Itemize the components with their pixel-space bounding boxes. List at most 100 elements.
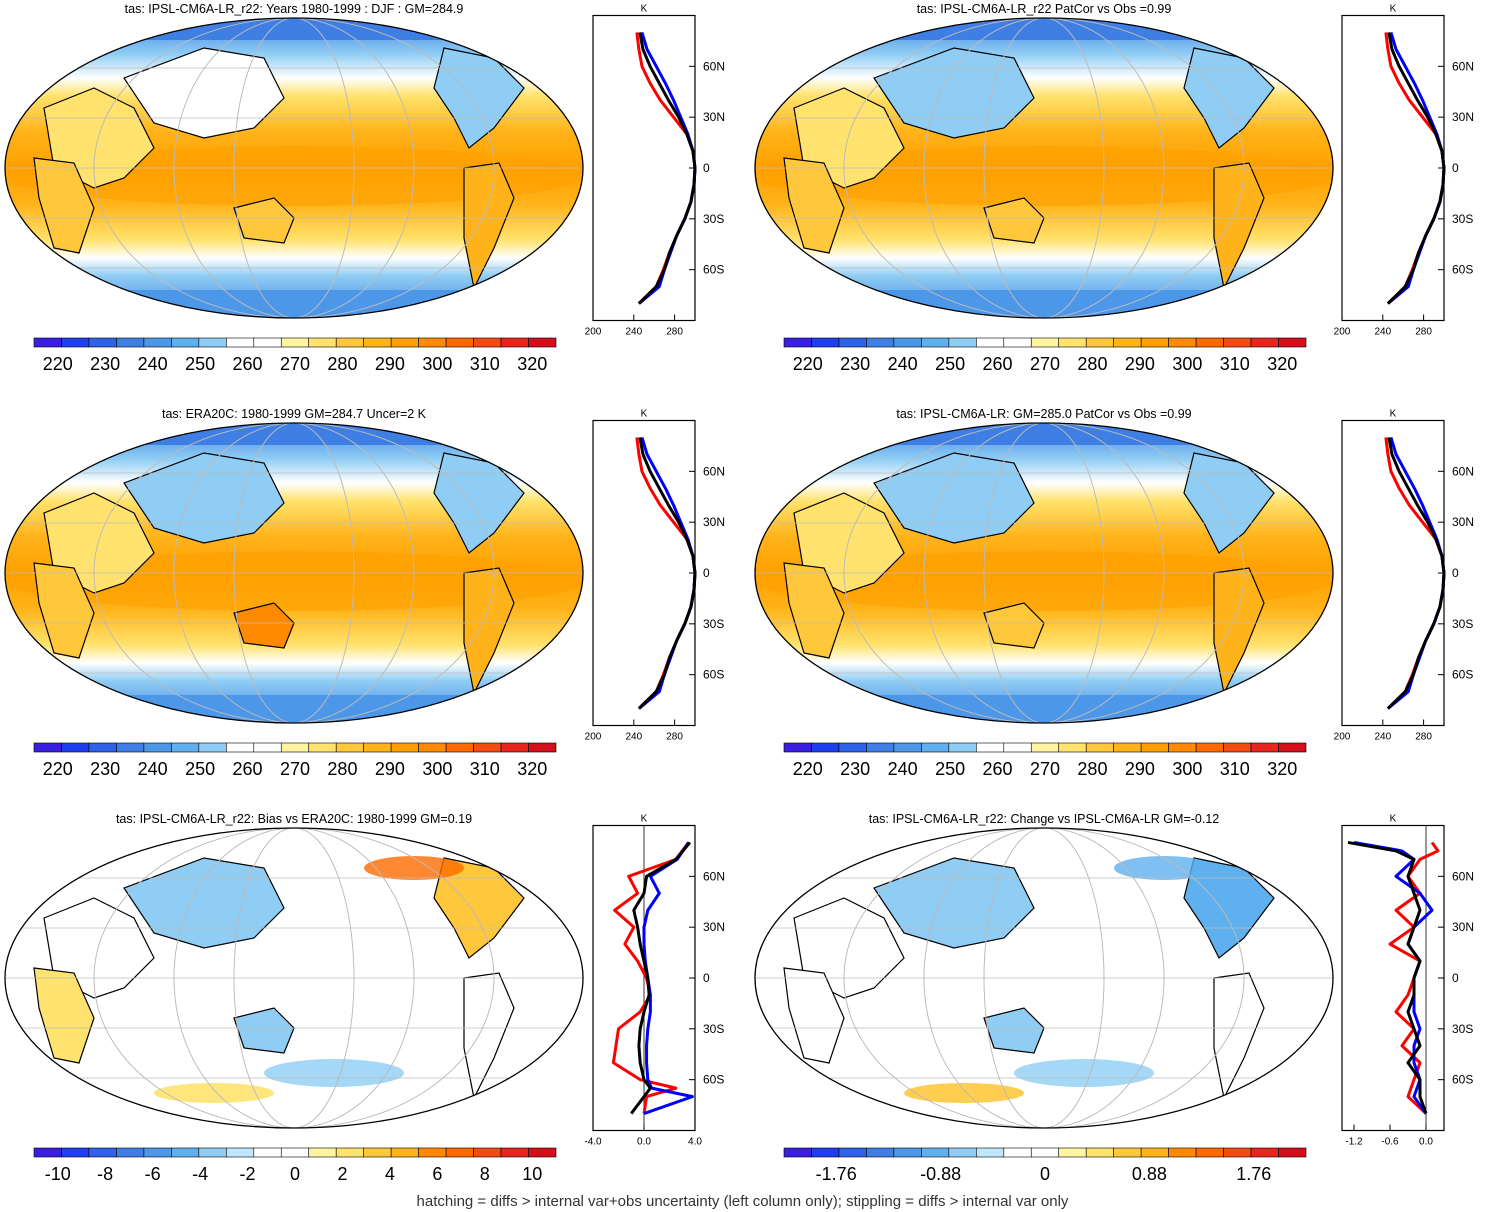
colorbar-label: 320 — [1267, 354, 1297, 374]
colorbar-swatch — [171, 742, 200, 753]
arctic-band — [5, 18, 583, 40]
graticule-meridian — [923, 423, 1165, 723]
diff-blob — [364, 856, 464, 880]
profile-line-ensemble — [637, 32, 697, 305]
panel-3: tas: ERA20C: 1980-1999 GM=284.7 Uncer=2 … — [4, 407, 725, 779]
colorbar-swatch — [1085, 742, 1114, 753]
continent-outline — [463, 162, 515, 290]
profile-line-obs — [1353, 840, 1434, 1115]
continent-outline — [233, 1007, 295, 1054]
lat-tick-label: 30S — [703, 212, 724, 226]
colorbar-swatch — [308, 742, 337, 753]
colorbar-swatch — [253, 337, 282, 348]
lat-tick-label: 0 — [703, 161, 710, 175]
panel-title: tas: IPSL-CM6A-LR_r22: Change vs IPSL-CM… — [869, 812, 1220, 826]
colorbar-swatch — [1223, 1147, 1252, 1158]
lat-tick-label: 30S — [1452, 617, 1473, 631]
colorbar-swatch — [473, 337, 502, 348]
graticule-meridian — [233, 18, 355, 318]
colorbar-label: 320 — [1267, 759, 1297, 779]
colorbar-swatch — [280, 337, 310, 348]
colorbar-label: 250 — [935, 759, 965, 779]
lat-tick-label: 60N — [703, 869, 725, 883]
lat-tick-label: 0 — [703, 971, 710, 985]
colorbar-swatch — [253, 1147, 282, 1158]
colorbar-swatch — [1058, 742, 1087, 753]
panel-title: tas: IPSL-CM6A-LR_r22 PatCor vs Obs =0.9… — [917, 2, 1172, 16]
colorbar-swatch — [116, 337, 145, 348]
graticule-meridian — [843, 423, 1245, 723]
colorbar-swatch — [1140, 1147, 1169, 1158]
profile-unit: K — [1390, 814, 1397, 825]
colorbar-label: -8 — [97, 1164, 113, 1184]
lat-tick-label: 30N — [703, 110, 725, 124]
zonal-profile: K 60N 30N 0 30S 60S 200 240 280 — [1334, 4, 1474, 338]
colorbar-label: -6 — [145, 1164, 161, 1184]
colorbar-swatch — [171, 1147, 200, 1158]
colorbar-label: 310 — [1220, 759, 1250, 779]
diff-blob — [904, 1083, 1024, 1103]
profile-unit: K — [1390, 409, 1397, 420]
colorbar-swatch — [116, 1147, 145, 1158]
map-field — [5, 828, 583, 1128]
colorbar-swatch — [88, 742, 117, 753]
graticule-meridian — [93, 18, 495, 318]
panel-title: tas: ERA20C: 1980-1999 GM=284.7 Uncer=2 … — [162, 407, 427, 421]
x-tick-label: 240 — [625, 327, 642, 338]
lat-tick-label: 60N — [1452, 869, 1474, 883]
colorbar-swatch — [280, 1147, 310, 1158]
colorbar-swatch — [33, 1147, 62, 1158]
colorbar-swatch — [418, 1147, 447, 1158]
colorbar-label: 0.88 — [1132, 1164, 1167, 1184]
arctic-band — [5, 423, 583, 445]
colorbar-swatch — [61, 1147, 90, 1158]
continent-outline — [873, 47, 1035, 139]
continent-outline — [123, 47, 285, 139]
colorbar-swatch — [61, 337, 90, 348]
arctic-band — [755, 423, 1333, 445]
x-tick-label: 4.0 — [688, 1137, 702, 1148]
colorbar-swatch — [1140, 337, 1169, 348]
continent-outline — [983, 197, 1045, 244]
lat-tick-label: 30N — [1452, 110, 1474, 124]
colorbar-label: 270 — [1030, 354, 1060, 374]
colorbar-label: 250 — [935, 354, 965, 374]
profile-unit: K — [641, 409, 648, 420]
colorbar-swatch — [418, 337, 447, 348]
colorbar-label: 260 — [233, 759, 263, 779]
colorbar-swatch — [1058, 337, 1087, 348]
colorbar-swatch — [1113, 337, 1142, 348]
colorbar-swatch — [1030, 337, 1060, 348]
colorbar-swatch — [1140, 742, 1169, 753]
colorbar-swatch — [1195, 337, 1224, 348]
colorbar: 220 230 240 250 260 270 280 290 300 310 320 — [783, 337, 1307, 374]
profile-unit: K — [641, 4, 648, 15]
colorbar-swatch — [445, 1147, 474, 1158]
colorbar-swatch — [866, 1147, 895, 1158]
lat-tick-label: 60N — [1452, 464, 1474, 478]
colorbar-label: 220 — [793, 759, 823, 779]
colorbar-swatch — [1003, 1147, 1032, 1158]
colorbar: -10 -8 -6 -4 -2 0 2 4 6 8 10 — [33, 1147, 557, 1184]
diff-blob — [154, 1083, 274, 1103]
lat-tick-label: 30S — [703, 1022, 724, 1036]
colorbar-label: -4 — [192, 1164, 208, 1184]
colorbar-swatch — [445, 742, 474, 753]
lat-tick-label: 60N — [703, 464, 725, 478]
continent-outline — [1213, 567, 1265, 695]
colorbar-swatch — [500, 742, 529, 753]
colorbar-label: 310 — [470, 759, 500, 779]
colorbar-swatch — [1195, 742, 1224, 753]
map-field — [5, 18, 583, 318]
colorbar-swatch — [1030, 1147, 1060, 1158]
profile-line-ensemble — [1386, 32, 1446, 305]
colorbar-swatch — [33, 337, 62, 348]
zonal-profile: K 60N 30N 0 30S 60S 200 240 280 — [1334, 409, 1474, 743]
colorbar-swatch — [1003, 742, 1032, 753]
colorbar-swatch — [1278, 337, 1307, 348]
colorbar-swatch — [308, 337, 337, 348]
colorbar-label: 300 — [422, 354, 452, 374]
profile-frame — [1341, 14, 1445, 322]
lat-tick-label: 0 — [1452, 161, 1459, 175]
